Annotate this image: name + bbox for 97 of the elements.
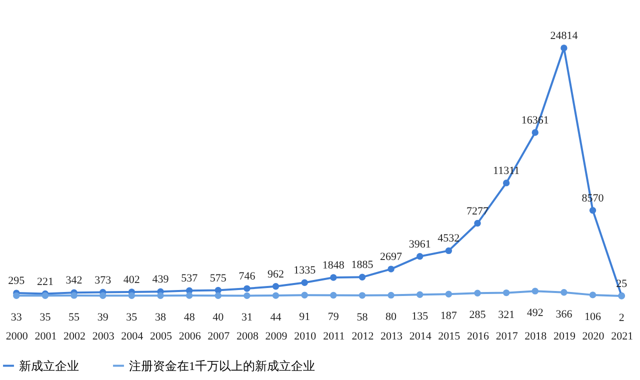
point [445,247,452,254]
point [445,290,452,298]
data-label: 91 [299,311,310,324]
data-label: 35 [126,312,138,324]
point [214,292,222,299]
data-label: 187 [440,310,458,322]
point [272,292,280,299]
point [70,292,78,299]
data-label: 80 [386,311,398,324]
point [358,274,366,281]
point [388,266,394,272]
x-tick-label: 2011 [323,330,345,342]
data-label: 285 [469,309,486,322]
x-tick-label: 2009 [265,330,288,342]
data-label: 55 [68,311,80,324]
data-label: 35 [40,312,52,324]
x-tick-label: 2021 [611,330,634,342]
data-label: 58 [356,311,368,324]
data-label: 295 [8,275,26,288]
x-tick-label: 2018 [524,330,548,342]
point [416,253,424,260]
point [186,292,193,299]
data-label: 2697 [380,251,403,264]
point [358,292,366,299]
point [589,207,596,214]
point [589,292,596,298]
data-label: 1848 [322,260,345,272]
data-label: 439 [152,274,170,286]
point [532,288,538,294]
data-label: 321 [498,308,515,321]
x-tick-label: 2003 [92,330,115,342]
legend-label: 新成立企业 [19,358,79,373]
point [330,292,337,299]
point [157,292,164,299]
x-tick-label: 2012 [352,330,374,342]
x-tick-label: 2010 [294,330,317,342]
point [301,279,308,286]
point [330,274,337,281]
data-label: 746 [238,270,256,283]
data-label: 33 [10,312,22,324]
point [244,292,250,300]
point [100,292,106,299]
legend-label: 注册资金在1千万以上的新成立企业 [129,358,315,373]
point [214,286,222,294]
x-tick-label: 2002 [64,330,86,342]
x-tick-label: 2008 [236,330,259,342]
x-tick-label: 2005 [150,330,172,342]
point [416,291,424,298]
data-label: 106 [584,310,602,323]
x-tick-label: 2014 [409,330,432,342]
point [388,292,394,299]
data-label: 402 [123,274,140,286]
point [301,292,308,298]
data-label: 221 [36,276,54,288]
x-tick-label: 2017 [496,330,518,342]
point [128,292,136,299]
data-label: 79 [328,311,340,324]
x-tick-label: 2001 [34,330,57,342]
point [502,289,510,296]
point [474,220,481,227]
data-label: 1885 [351,259,374,272]
data-label: 537 [181,272,198,285]
point [272,283,280,290]
point [532,129,538,136]
data-label: 1335 [294,264,316,277]
data-label: 4532 [438,232,460,245]
data-label: 342 [66,274,82,287]
data-label: 373 [94,274,112,286]
data-label: 31 [241,312,252,324]
data-label: 2 [618,312,624,324]
data-label: 366 [556,308,573,320]
x-tick-label: 2004 [121,330,144,342]
data-label: 135 [412,310,429,323]
x-tick-label: 2013 [380,330,404,342]
point [502,180,510,186]
data-label: 44 [270,312,282,324]
point [474,290,481,296]
point [244,285,250,292]
x-tick-label: 2006 [178,330,202,342]
x-tick-label: 2016 [467,330,490,342]
point [560,44,568,52]
data-label: 575 [210,272,227,284]
x-tick-label: 2020 [582,330,605,342]
data-label: 40 [212,312,224,324]
x-tick-label: 2000 [6,330,28,342]
x-tick-label: 2019 [553,330,576,342]
data-label: 3961 [408,238,431,250]
data-label: 39 [97,312,109,324]
data-label: 962 [268,268,284,280]
point [560,288,568,296]
data-label: 492 [526,307,544,320]
data-label: 48 [184,312,196,324]
x-tick-label: 2015 [438,330,461,342]
data-label: 38 [155,312,166,324]
point [13,292,20,300]
x-tick-label: 2007 [208,330,230,342]
data-label: 24814 [550,30,578,42]
